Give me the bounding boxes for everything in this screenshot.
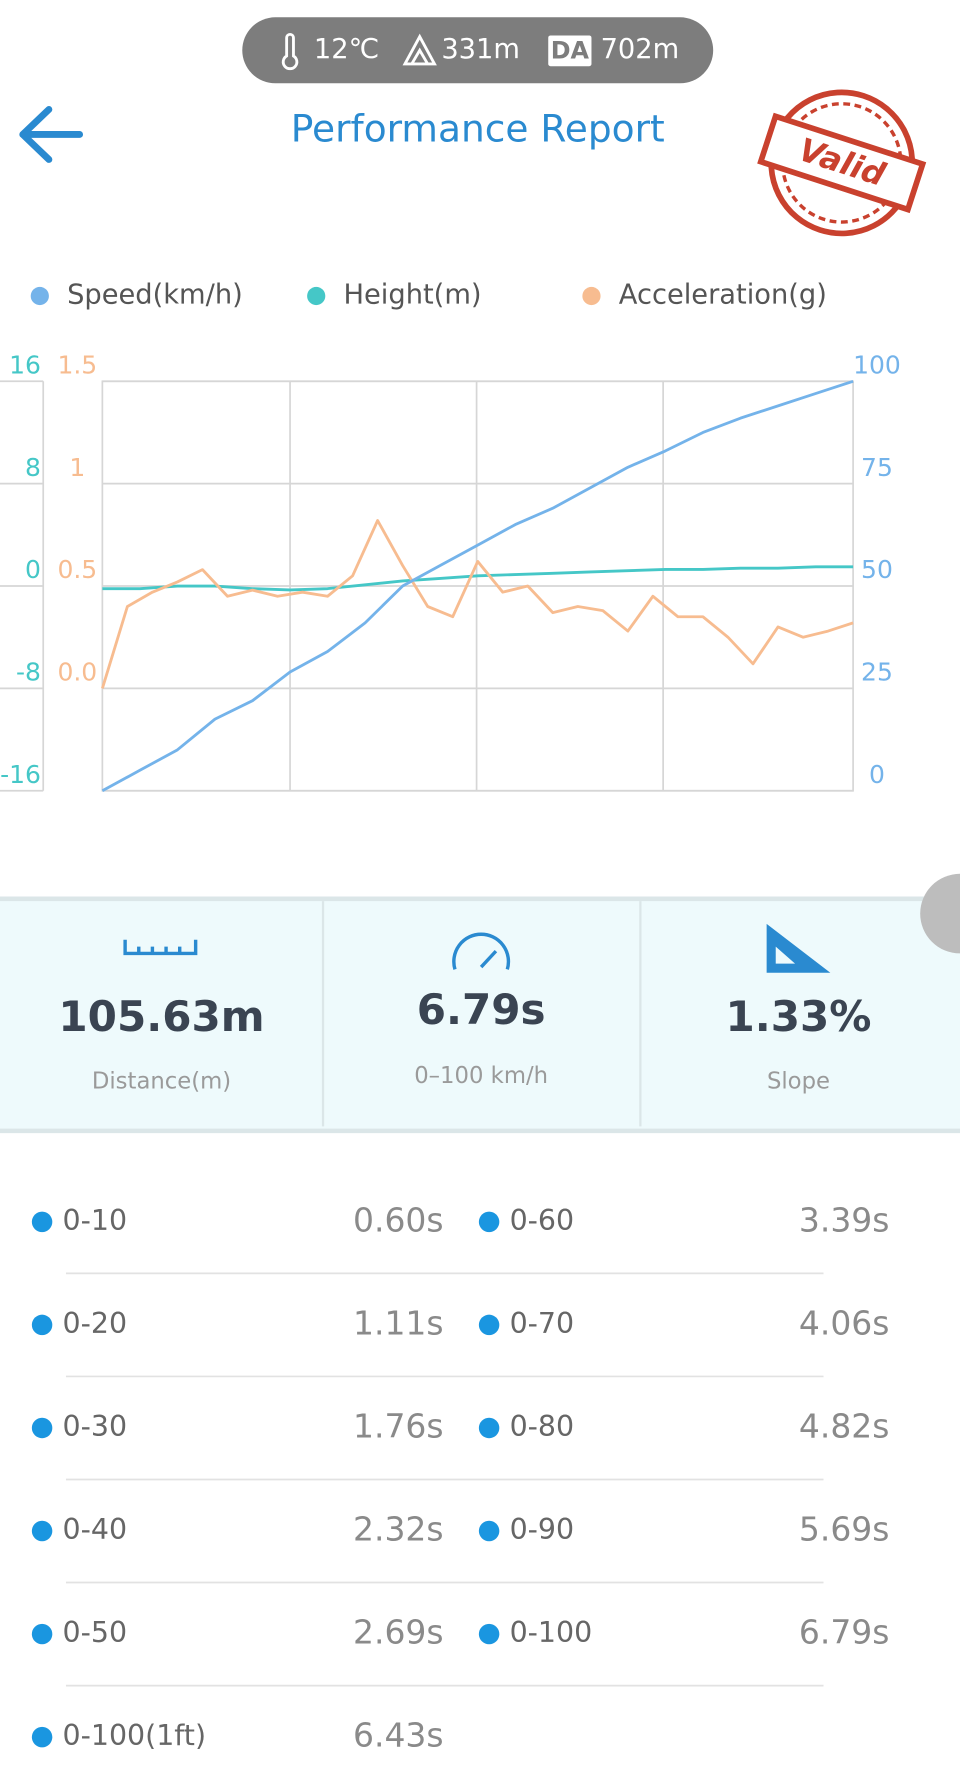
stat-value: 1.33%: [725, 992, 871, 1041]
split-dot: [31, 1314, 53, 1336]
status-pill: [242, 17, 714, 84]
density-altitude: 702m: [601, 34, 680, 65]
split-dot: [478, 1623, 500, 1645]
split-name: 0-80: [510, 1410, 575, 1443]
split-dot: [31, 1211, 53, 1233]
chart: Speed(km/h) Height(m) Acceleration(g) -16 -8…: [0, 279, 901, 793]
thermometer-icon: [281, 33, 299, 71]
split-time: 2.32s: [353, 1510, 444, 1549]
split-time: 1.11s: [353, 1303, 444, 1342]
series-line: [101, 379, 854, 793]
split-time: 0.60s: [353, 1200, 444, 1239]
da-label: DA: [551, 36, 590, 64]
stat-label: Distance(m): [92, 1068, 231, 1094]
split-name: 0-100: [510, 1616, 593, 1649]
y-tick-label: 8: [25, 453, 41, 482]
y2-tick-label: 0: [869, 760, 885, 789]
stat-value: 105.63m: [58, 992, 264, 1041]
legend-label: Height(m): [344, 279, 482, 310]
y2-tick-label: 100: [853, 351, 901, 380]
legend-label: Speed(km/h): [67, 279, 243, 310]
legend-marker: [307, 286, 326, 306]
slope-icon: [766, 923, 831, 973]
mountain-icon: [402, 33, 437, 66]
page-title: Performance Report: [291, 107, 665, 151]
split-name: 0-100(1ft): [63, 1719, 207, 1752]
series-line: [101, 519, 854, 689]
split-time: 4.06s: [799, 1303, 890, 1342]
y-tick-label: 0: [25, 555, 41, 584]
split-dot: [31, 1726, 53, 1748]
ruler-icon: [123, 939, 198, 956]
split-dot: [478, 1314, 500, 1336]
split-time: 6.79s: [799, 1613, 890, 1652]
y2-tick-label: 75: [861, 453, 893, 482]
split-time: 3.39s: [799, 1200, 890, 1239]
y2-tick-label: 50: [861, 555, 893, 584]
split-name: 0-10: [63, 1204, 128, 1237]
y3-tick-label: 1.5: [57, 351, 97, 380]
valid-stamp: Valid: [757, 89, 927, 237]
split-time: 5.69s: [799, 1510, 890, 1549]
split-time: 2.69s: [353, 1613, 444, 1652]
split-dot: [478, 1520, 500, 1542]
split-dot: [478, 1211, 500, 1233]
stat-label: Slope: [767, 1068, 830, 1094]
y3-tick-label: 0.5: [57, 555, 97, 584]
stats: 105.63m Distance(m) 6.79s 0–100 km/h 1.33% Sl…: [58, 985, 871, 1094]
y-tick-label: -16: [0, 760, 41, 789]
y-tick-label: 16: [9, 351, 41, 380]
split-name: 0-20: [63, 1307, 128, 1340]
split-dot: [31, 1417, 53, 1439]
y-tick-label: -8: [16, 658, 41, 687]
split-name: 0-40: [63, 1513, 128, 1546]
split-name: 0-90: [510, 1513, 575, 1546]
split-name: 0-60: [510, 1204, 575, 1237]
split-dot: [31, 1623, 53, 1645]
altitude: 331m: [441, 34, 520, 65]
split-dot: [31, 1520, 53, 1542]
split-time: 6.43s: [353, 1716, 444, 1755]
temperature: 12℃: [314, 34, 379, 65]
split-dot: [478, 1417, 500, 1439]
y3-tick-label: 0.0: [57, 658, 97, 687]
legend-label: Acceleration(g): [619, 279, 827, 310]
back-button[interactable]: [19, 106, 84, 163]
series-line: [102, 565, 854, 592]
stat-value: 6.79s: [417, 985, 546, 1034]
y2-tick-label: 25: [861, 658, 893, 687]
legend-marker: [30, 286, 49, 306]
split-time: 1.76s: [353, 1406, 444, 1445]
side-handle[interactable]: [920, 873, 960, 954]
stat-label: 0–100 km/h: [414, 1063, 548, 1089]
stats-panel: [0, 898, 960, 1130]
y3-tick-label: 1: [69, 453, 85, 482]
gauge-icon: [452, 932, 511, 970]
legend-marker: [582, 286, 601, 306]
split-time: 4.82s: [799, 1406, 890, 1445]
split-name: 0-50: [63, 1616, 128, 1649]
splits: 0-10 0.60s 0-20 1.11s 0-30 1.76s 0-40 2.32s 0-50…: [31, 1200, 890, 1755]
da-box: [548, 35, 592, 67]
split-name: 0-30: [63, 1410, 128, 1443]
split-name: 0-70: [510, 1307, 575, 1340]
